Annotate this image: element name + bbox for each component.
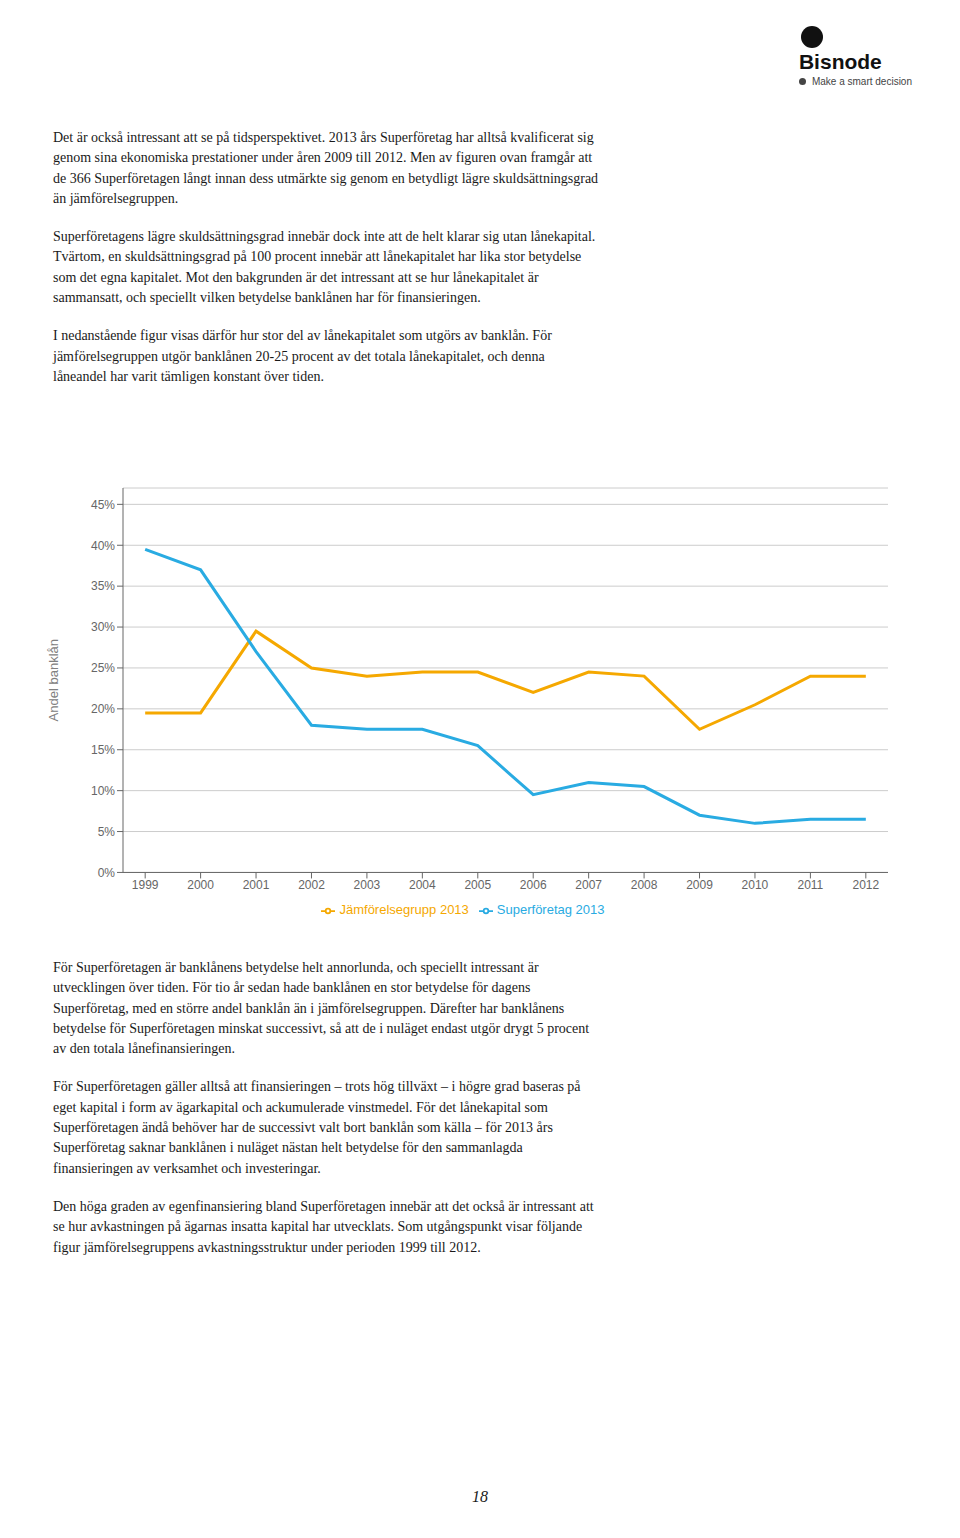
svg-text:2008: 2008 bbox=[631, 878, 658, 892]
svg-text:2011: 2011 bbox=[797, 878, 823, 892]
html-text:Jämförelsegrupp 2013: Jämförelsegrupp 2013 bbox=[339, 902, 469, 918]
svg-text:2005: 2005 bbox=[464, 878, 491, 892]
svg-text:10%: 10% bbox=[91, 784, 115, 798]
svg-text:2004: 2004 bbox=[409, 878, 436, 892]
html-text:I nedanstående figur visas där: I nedanstående figur visas därför hur st… bbox=[53, 328, 552, 384]
html-text:Superföretagens lägre skuldsät: Superföretagens lägre skuldsättningsgrad… bbox=[53, 229, 596, 306]
svg-text:2009: 2009 bbox=[686, 878, 713, 892]
svg-text:2007: 2007 bbox=[575, 878, 602, 892]
svg-text:45%: 45% bbox=[91, 498, 115, 512]
html-text:Superföretag 2013: Superföretag 2013 bbox=[496, 902, 605, 918]
html-text:Den höga graden av egenfinansi: Den höga graden av egenfinansiering blan… bbox=[53, 1199, 594, 1255]
svg-text:25%: 25% bbox=[91, 661, 115, 675]
html-text:Make a smart decision: Make a smart decision bbox=[812, 76, 912, 87]
svg-text:1999: 1999 bbox=[132, 878, 159, 892]
svg-text:0%: 0% bbox=[98, 866, 116, 880]
html-text:18: 18 bbox=[472, 1488, 488, 1505]
svg-text:2010: 2010 bbox=[742, 878, 769, 892]
html-text:Bisnode: Bisnode bbox=[799, 50, 882, 73]
svg-text:30%: 30% bbox=[91, 620, 115, 634]
html-text:För Superföretagen gäller allt: För Superföretagen gäller alltså att fin… bbox=[53, 1079, 581, 1176]
svg-text:2003: 2003 bbox=[354, 878, 381, 892]
html-text:Det är också intressant att se: Det är också intressant att se på tidspe… bbox=[53, 130, 599, 206]
svg-text:2002: 2002 bbox=[298, 878, 325, 892]
svg-text:2012: 2012 bbox=[852, 878, 879, 892]
svg-text:15%: 15% bbox=[91, 743, 115, 757]
svg-text:2000: 2000 bbox=[187, 878, 214, 892]
svg-text:Andel banklån: Andel banklån bbox=[46, 639, 61, 721]
svg-text:5%: 5% bbox=[98, 825, 116, 839]
svg-text:2006: 2006 bbox=[520, 878, 547, 892]
svg-text:20%: 20% bbox=[91, 702, 115, 716]
svg-text:2001: 2001 bbox=[243, 878, 270, 892]
html-text:För Superföretagen är banklåne: För Superföretagen är banklånens betydel… bbox=[53, 960, 590, 1057]
svg-text:40%: 40% bbox=[91, 539, 115, 553]
svg-text:35%: 35% bbox=[91, 579, 115, 593]
